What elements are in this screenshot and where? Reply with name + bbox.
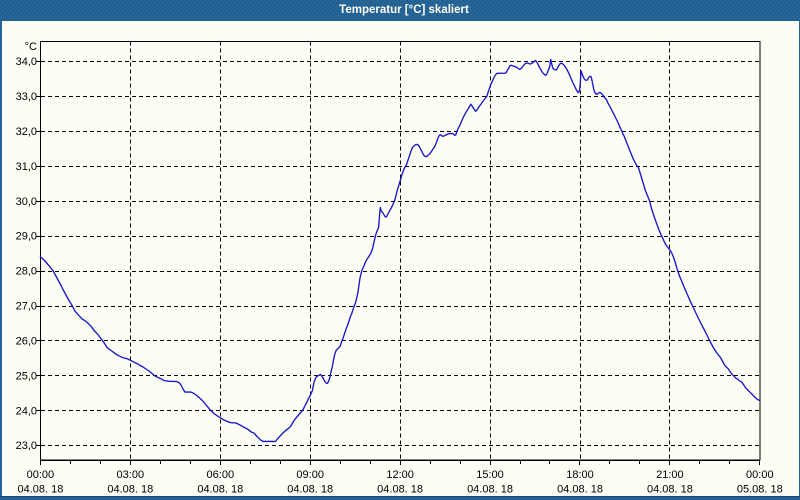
svg-text:25,0: 25,0 — [16, 370, 37, 382]
svg-text:21:00: 21:00 — [656, 469, 684, 481]
svg-text:°C: °C — [25, 41, 37, 53]
svg-text:00:00: 00:00 — [746, 469, 774, 481]
svg-text:03:00: 03:00 — [117, 469, 145, 481]
svg-text:15:00: 15:00 — [476, 469, 504, 481]
svg-text:06:00: 06:00 — [207, 469, 235, 481]
svg-text:30,0: 30,0 — [16, 196, 37, 208]
svg-text:04.08. 18: 04.08. 18 — [17, 484, 63, 496]
svg-text:04.08. 18: 04.08. 18 — [377, 484, 423, 496]
svg-text:32,0: 32,0 — [16, 126, 37, 138]
svg-text:04.08. 18: 04.08. 18 — [467, 484, 513, 496]
svg-text:23,0: 23,0 — [16, 440, 37, 452]
svg-text:05.08. 18: 05.08. 18 — [737, 484, 783, 496]
svg-text:12:00: 12:00 — [386, 469, 414, 481]
svg-text:04.08. 18: 04.08. 18 — [647, 484, 693, 496]
svg-text:27,0: 27,0 — [16, 301, 37, 313]
svg-text:28,0: 28,0 — [16, 266, 37, 278]
svg-text:29,0: 29,0 — [16, 231, 37, 243]
svg-text:31,0: 31,0 — [16, 161, 37, 173]
svg-text:34,0: 34,0 — [16, 56, 37, 68]
svg-text:04.08. 18: 04.08. 18 — [197, 484, 243, 496]
svg-text:24,0: 24,0 — [16, 405, 37, 417]
svg-text:04.08. 18: 04.08. 18 — [557, 484, 603, 496]
svg-text:00:00: 00:00 — [27, 469, 55, 481]
svg-text:04.08. 18: 04.08. 18 — [287, 484, 333, 496]
svg-text:33,0: 33,0 — [16, 91, 37, 103]
svg-text:26,0: 26,0 — [16, 336, 37, 348]
svg-text:09:00: 09:00 — [296, 469, 324, 481]
svg-text:18:00: 18:00 — [566, 469, 594, 481]
svg-text:04.08. 18: 04.08. 18 — [107, 484, 153, 496]
